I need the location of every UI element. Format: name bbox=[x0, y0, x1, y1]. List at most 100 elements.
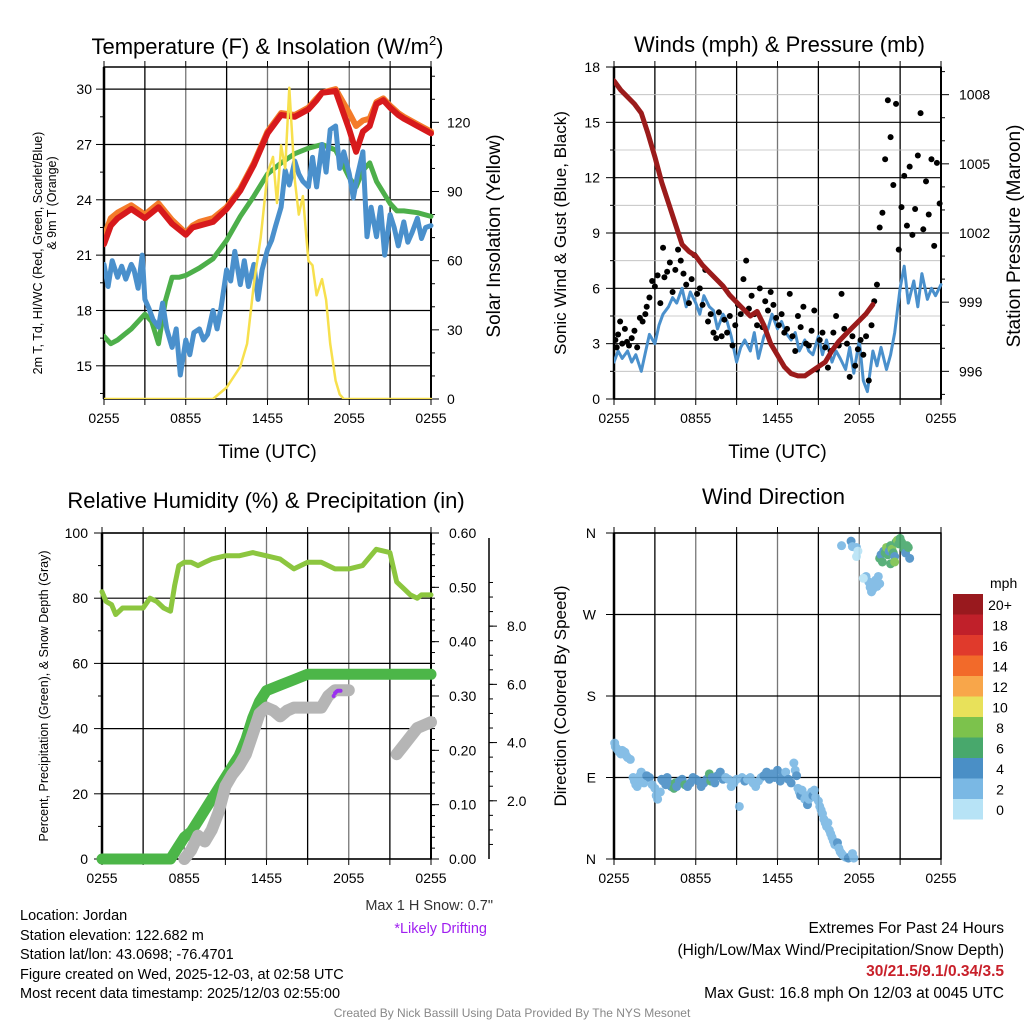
gust-point bbox=[762, 298, 769, 305]
gust-point bbox=[710, 329, 717, 336]
snow-notes: Max 1 H Snow: 0.7" bbox=[193, 897, 493, 917]
x-tick-label: 0855 bbox=[170, 410, 201, 426]
colorbar-label: 10 bbox=[992, 700, 1008, 716]
series-sonic-wind bbox=[614, 264, 943, 394]
drifting-note: *Likely Drifting bbox=[187, 920, 487, 940]
gust-point bbox=[860, 351, 867, 358]
gust-point bbox=[685, 300, 692, 307]
gust-point bbox=[740, 276, 747, 283]
location-text: Location: Jordan bbox=[20, 908, 128, 924]
gust-point bbox=[882, 156, 889, 163]
direction-title: Wind Direction bbox=[702, 484, 845, 509]
gust-point bbox=[936, 200, 943, 207]
colorbar-label: 6 bbox=[996, 741, 1004, 757]
colorbar-swatch bbox=[953, 655, 983, 676]
direction-point bbox=[655, 787, 665, 797]
gust-point bbox=[873, 281, 880, 288]
gust-point bbox=[884, 97, 891, 104]
gust-point bbox=[925, 211, 932, 218]
humidity-panel: Relative Humidity (%) & Precipitation (i… bbox=[37, 488, 527, 886]
colorbar-label: 12 bbox=[992, 679, 1008, 695]
station-info: Location: Jordan Station elevation: 122.… bbox=[20, 907, 344, 1005]
y2-tick-label: 0.30 bbox=[449, 688, 476, 704]
x-tick-label: 0255 bbox=[925, 410, 956, 426]
colorbar-swatch bbox=[953, 737, 983, 758]
gust-point bbox=[724, 329, 731, 336]
gust-point bbox=[683, 281, 690, 288]
gust-point bbox=[634, 344, 641, 351]
direction-point bbox=[873, 571, 883, 581]
gust-point bbox=[923, 178, 930, 185]
gust-point bbox=[792, 348, 799, 355]
colorbar-swatch bbox=[953, 676, 983, 697]
gust-point bbox=[726, 313, 733, 319]
y-tick-label: 6 bbox=[592, 280, 600, 296]
created-text: Figure created on Wed, 2025-12-03, at 02… bbox=[20, 966, 344, 983]
humidity-series bbox=[96, 546, 437, 865]
gust-point bbox=[822, 344, 829, 351]
gust-point bbox=[931, 242, 938, 249]
direction-point bbox=[786, 778, 796, 788]
gust-point bbox=[912, 206, 919, 213]
extremes-panel: Extremes For Past 24 Hours (High/Low/Max… bbox=[504, 918, 1005, 1004]
gust-point bbox=[680, 270, 687, 277]
gust-point bbox=[830, 329, 837, 336]
gust-point bbox=[786, 290, 793, 297]
colorbar-swatch bbox=[953, 594, 983, 615]
y-tick-label: 0 bbox=[80, 851, 88, 867]
gust-point bbox=[797, 324, 804, 331]
y-tick-label: 18 bbox=[584, 59, 600, 75]
y-tick-label: W bbox=[583, 607, 597, 623]
y-tick-label: 20 bbox=[72, 786, 88, 802]
gust-point bbox=[756, 285, 763, 292]
latlon-text: Station lat/lon: 43.0698; -76.4701 bbox=[20, 947, 234, 963]
gust-point bbox=[621, 325, 628, 332]
direction-point bbox=[849, 853, 859, 863]
x-tick-label: 0255 bbox=[415, 870, 446, 886]
x-axis-label: Time (UTC) bbox=[728, 442, 827, 463]
gust-point bbox=[841, 325, 848, 332]
y-tick-label: 15 bbox=[584, 114, 600, 130]
gust-point bbox=[914, 152, 921, 159]
wind-series bbox=[614, 78, 943, 394]
x-tick-label: 0255 bbox=[86, 870, 117, 886]
series-td bbox=[104, 142, 434, 347]
gust-point bbox=[789, 333, 796, 340]
gust-point bbox=[631, 327, 638, 334]
direction-point bbox=[781, 767, 791, 777]
humidity-title: Relative Humidity (%) & Precipitation (i… bbox=[67, 488, 464, 513]
gust-point bbox=[819, 329, 826, 336]
colorbar-swatch bbox=[953, 717, 983, 738]
gust-point bbox=[816, 336, 823, 343]
gust-point bbox=[660, 244, 667, 251]
y3-tick-label: 4.0 bbox=[507, 735, 527, 751]
gust-point bbox=[857, 336, 864, 343]
series-2m-t bbox=[104, 88, 434, 248]
direction-points bbox=[610, 533, 915, 863]
gust-point bbox=[664, 268, 671, 275]
gust-point bbox=[699, 301, 706, 308]
direction-point bbox=[792, 771, 802, 781]
gust-point bbox=[895, 246, 902, 253]
gust-point bbox=[770, 301, 777, 308]
gust-point bbox=[890, 182, 897, 189]
gust-point bbox=[838, 290, 845, 297]
x-tick-label: 0255 bbox=[598, 870, 629, 886]
x-axis-label: Time (UTC) bbox=[218, 442, 317, 463]
y-tick-label: 40 bbox=[72, 721, 88, 737]
gust-point bbox=[649, 277, 656, 284]
series-station-pressure bbox=[614, 78, 876, 379]
gust-point bbox=[705, 318, 712, 325]
colorbar-swatch bbox=[953, 758, 983, 779]
gust-point bbox=[898, 204, 905, 211]
gust-point bbox=[639, 318, 646, 325]
gust-point bbox=[865, 377, 872, 384]
y-tick-label: N bbox=[586, 525, 596, 541]
gust-point bbox=[843, 340, 850, 347]
gust-point bbox=[879, 209, 886, 216]
y-tick-label: S bbox=[587, 688, 596, 704]
gust-point bbox=[824, 364, 831, 371]
gust-point bbox=[688, 276, 695, 283]
temperature-panel: Temperature (F) & Insolation (W/m2)0255 0… bbox=[31, 33, 505, 463]
direction-point bbox=[823, 818, 833, 828]
